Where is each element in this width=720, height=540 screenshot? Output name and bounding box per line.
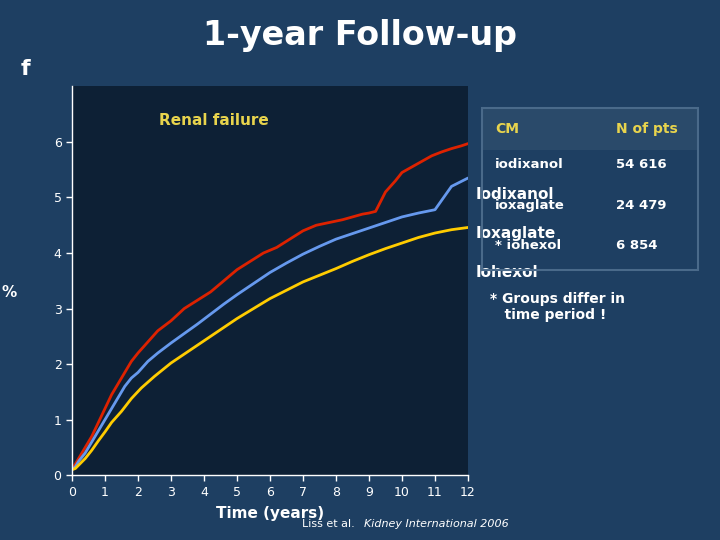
Text: N of pts: N of pts <box>616 122 678 136</box>
Text: 54 616: 54 616 <box>616 158 667 171</box>
Text: * iohexol: * iohexol <box>495 239 562 252</box>
X-axis label: Time (years): Time (years) <box>216 505 324 521</box>
Text: Iodixanol: Iodixanol <box>476 187 554 202</box>
Text: Liss et al.: Liss et al. <box>302 519 359 529</box>
Text: Kidney International 2006: Kidney International 2006 <box>364 519 508 529</box>
Text: 6 854: 6 854 <box>616 239 658 252</box>
Text: * Groups differ in
   time period !: * Groups differ in time period ! <box>490 292 625 322</box>
FancyBboxPatch shape <box>482 108 698 150</box>
Text: CM: CM <box>495 122 519 136</box>
Text: Renal failure: Renal failure <box>159 113 269 129</box>
Text: Ioxaglate: Ioxaglate <box>476 226 556 241</box>
Text: 1-year Follow-up: 1-year Follow-up <box>203 19 517 52</box>
Text: 24 479: 24 479 <box>616 199 667 212</box>
Text: %: % <box>1 285 17 300</box>
Text: ioxaglate: ioxaglate <box>495 199 565 212</box>
Text: Iohexol: Iohexol <box>476 265 539 280</box>
Text: iodixanol: iodixanol <box>495 158 564 171</box>
Text: f: f <box>20 59 30 79</box>
